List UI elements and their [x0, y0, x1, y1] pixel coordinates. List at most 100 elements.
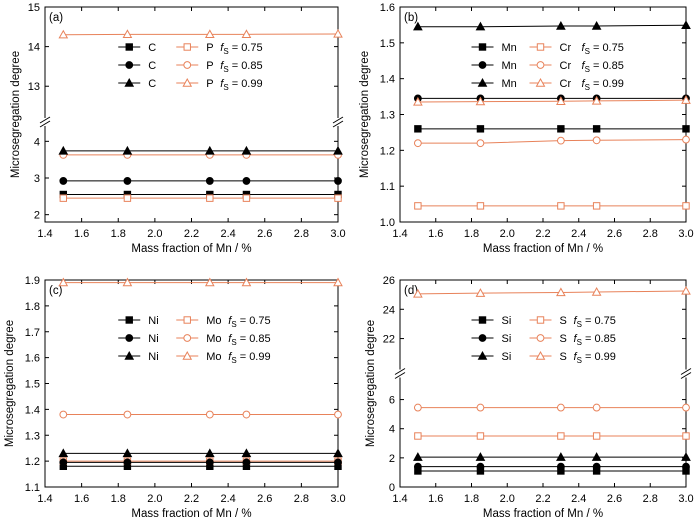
data-point-mo: [205, 410, 214, 419]
x-tick-label: 1.6: [74, 228, 89, 240]
data-point-p: [123, 194, 132, 202]
legend-marker: [182, 77, 193, 87]
data-point-cr: [682, 202, 690, 210]
legend-label: Mo: [206, 315, 221, 327]
data-point-mn: [476, 125, 485, 133]
data-point-mo: [59, 410, 68, 419]
data-point-si: [681, 452, 691, 461]
axis-break-mark: [394, 368, 406, 375]
data-point-s: [682, 432, 690, 440]
x-axis-title: Mass fraction of Mn / %: [483, 243, 603, 255]
data-point-mo: [123, 410, 132, 419]
panel-label: (c): [49, 285, 63, 297]
legend-marker: [536, 61, 545, 69]
data-point-cr: [475, 96, 486, 106]
data-point-c: [205, 177, 214, 185]
data-point-s: [592, 403, 601, 412]
data-point-si: [682, 462, 690, 471]
axis-break-mark: [39, 120, 51, 128]
data-point-cr: [557, 202, 565, 210]
data-point-mo: [334, 410, 342, 419]
data-point-ni: [123, 458, 132, 467]
legend-marker: [124, 77, 135, 87]
data-point-cr: [476, 139, 485, 148]
y-tick-label: 1.4: [25, 404, 40, 416]
data-point-cr: [592, 202, 601, 210]
data-point-p: [59, 194, 68, 202]
legend-marker: [477, 77, 488, 87]
legend-label: S: [560, 315, 567, 327]
x-tick-label: 2.2: [184, 228, 199, 240]
y-tick-label: 13: [28, 81, 40, 93]
panel-label: (d): [404, 285, 418, 297]
data-point-c: [242, 177, 251, 185]
panel-b: 1.4 1.6 1.8 2.0 2.2 2.4 2.6 2.8 3.0 1.0 1.1 1.2 1.3 1…: [359, 2, 694, 255]
legend-label: C: [148, 60, 156, 72]
data-point-si: [476, 462, 485, 471]
axis-break-mark: [680, 368, 692, 375]
legend-label: C: [148, 78, 156, 90]
data-point-p: [333, 28, 343, 38]
y-tick-label: 1.7: [25, 327, 40, 339]
data-point-cr: [414, 202, 422, 210]
data-point-p: [122, 29, 133, 39]
data-point-mn: [682, 125, 690, 133]
legend-marker: [536, 334, 545, 342]
y-tick-label: 2: [389, 453, 395, 465]
x-tick-label: 3.0: [330, 228, 345, 240]
legend-marker: [183, 334, 192, 342]
data-point-mn: [557, 125, 565, 133]
panel-d: 1.4 1.6 1.8 2.0 2.2 2.4 2.6 2.8 3.00246222426Mas…: [365, 275, 694, 520]
legend-fs-label: fS = 0.99: [582, 78, 624, 92]
legend-fs-label: fS = 0.99: [220, 78, 262, 92]
data-point-p: [58, 29, 69, 39]
data-point-s: [592, 432, 601, 440]
data-point-cr: [681, 95, 691, 104]
data-point-mo: [122, 277, 133, 287]
data-point-si: [413, 462, 422, 471]
data-point-mn: [681, 20, 691, 29]
data-point-c: [333, 145, 343, 155]
y-tick-label: 1.2: [380, 145, 395, 157]
legend-marker: [478, 43, 487, 51]
x-tick-label: 1.4: [392, 228, 407, 240]
legend-label: P: [206, 60, 213, 72]
y-axis-title: Microsegregation degree: [10, 51, 22, 178]
axis-break-mark: [39, 116, 51, 124]
legend-marker: [183, 43, 191, 51]
legend-label: Mo: [206, 333, 221, 345]
legend-label: Si: [502, 333, 512, 345]
data-point-s: [591, 286, 602, 296]
legend-marker: [183, 61, 192, 69]
x-tick-label: 1.4: [37, 228, 52, 240]
x-tick-label: 3.0: [330, 493, 345, 505]
data-point-c: [334, 177, 342, 185]
y-tick-label: 3: [34, 173, 40, 185]
x-tick-label: 2.0: [147, 228, 162, 240]
data-point-mo: [333, 277, 343, 287]
y-tick-label: 1.9: [25, 275, 40, 287]
axis-break-mark: [394, 372, 406, 379]
legend-marker: [478, 61, 487, 69]
data-point-mo: [204, 277, 215, 287]
y-tick-label: 1.5: [380, 38, 395, 50]
y-tick-label: 22: [383, 334, 395, 346]
legend-fs-label: fS = 0.75: [574, 315, 616, 329]
legend-marker: [535, 350, 546, 360]
axis-break-gap: [395, 369, 405, 378]
x-tick-label: 2.2: [184, 493, 199, 505]
data-point-s: [475, 288, 486, 297]
y-tick-label: 1.3: [25, 430, 40, 442]
data-point-c: [58, 145, 69, 155]
x-tick-label: 1.6: [428, 228, 443, 240]
y-tick-label: 1.1: [380, 181, 395, 193]
data-point-s: [413, 288, 423, 298]
data-point-cr: [682, 135, 690, 144]
x-tick-label: 1.8: [111, 493, 126, 505]
y-tick-label: 0: [389, 482, 395, 494]
legend-fs-label: fS = 0.85: [574, 333, 616, 347]
legend-label: Cr: [560, 78, 572, 90]
x-tick-label: 1.8: [111, 228, 126, 240]
data-point-c: [122, 145, 133, 155]
